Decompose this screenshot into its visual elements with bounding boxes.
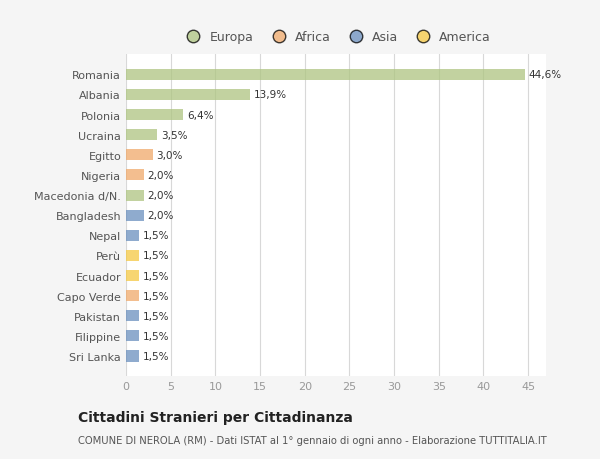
Text: COMUNE DI NEROLA (RM) - Dati ISTAT al 1° gennaio di ogni anno - Elaborazione TUT: COMUNE DI NEROLA (RM) - Dati ISTAT al 1°… (78, 435, 547, 445)
Text: 2,0%: 2,0% (148, 211, 174, 221)
Bar (126, 170, 144, 181)
Bar (126, 311, 139, 322)
Text: 1,5%: 1,5% (143, 271, 169, 281)
Text: 44,6%: 44,6% (528, 70, 561, 80)
Text: 1,5%: 1,5% (143, 291, 169, 301)
Bar (126, 70, 524, 81)
Bar (126, 90, 250, 101)
Bar (126, 250, 139, 262)
Text: 1,5%: 1,5% (143, 311, 169, 321)
Bar (126, 110, 183, 121)
Text: 1,5%: 1,5% (143, 351, 169, 361)
Text: 3,5%: 3,5% (161, 130, 187, 140)
Bar (126, 230, 139, 241)
Bar (126, 150, 153, 161)
Text: 1,5%: 1,5% (143, 331, 169, 341)
Text: 1,5%: 1,5% (143, 231, 169, 241)
Bar (126, 190, 144, 201)
Bar (126, 210, 144, 221)
Text: 2,0%: 2,0% (148, 190, 174, 201)
Legend: Europa, Africa, Asia, America: Europa, Africa, Asia, America (176, 26, 496, 49)
Text: 1,5%: 1,5% (143, 251, 169, 261)
Bar (126, 270, 139, 281)
Bar (126, 291, 139, 302)
Bar (126, 351, 139, 362)
Text: 6,4%: 6,4% (187, 110, 213, 120)
Text: Cittadini Stranieri per Cittadinanza: Cittadini Stranieri per Cittadinanza (78, 411, 353, 425)
Text: 13,9%: 13,9% (254, 90, 287, 100)
Text: 3,0%: 3,0% (157, 151, 183, 161)
Bar (126, 330, 139, 341)
Bar (126, 130, 157, 141)
Text: 2,0%: 2,0% (148, 171, 174, 180)
